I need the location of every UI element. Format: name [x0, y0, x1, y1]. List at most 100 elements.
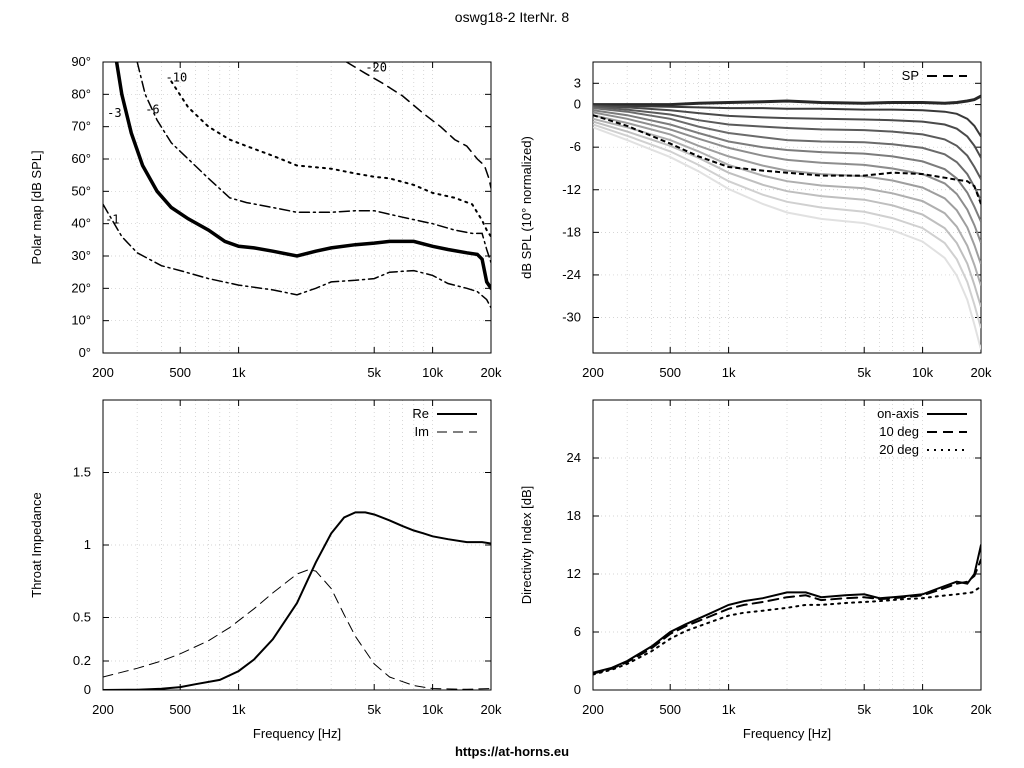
- spl-series-line: [593, 107, 981, 201]
- polar-ytick-label: 10°: [71, 313, 91, 328]
- impedance-xtick-label: 5k: [367, 702, 381, 717]
- di-ytick-label: 24: [567, 450, 581, 465]
- spl-frame: [592, 61, 982, 354]
- polar-series-line: [103, 203, 491, 309]
- spl-xtick-label: 1k: [722, 365, 736, 380]
- spl-xtick-label: 5k: [857, 365, 871, 380]
- di-plot-area: [593, 544, 981, 676]
- spl-xtick-label: 20k: [971, 365, 992, 380]
- impedance-series-line: [103, 569, 491, 690]
- di-ytick-label: 6: [574, 624, 581, 639]
- polar-contour-label: -1: [105, 213, 119, 227]
- spl-ytick-label: -18: [562, 224, 581, 239]
- polar-contour-label: -10: [166, 70, 188, 84]
- impedance-legend-label: Im: [415, 424, 429, 439]
- impedance-grid: [103, 400, 491, 691]
- spl-series-line: [593, 94, 981, 107]
- spl-series-line: [593, 111, 981, 244]
- di-xlabel: Frequency [Hz]: [743, 726, 831, 741]
- spl-ytick-label: -24: [562, 267, 581, 282]
- impedance-legend: Re Im: [412, 406, 477, 439]
- di-xtick-label: 5k: [857, 702, 871, 717]
- di-ytick-label: 0: [574, 682, 581, 697]
- impedance-series-line: [103, 511, 491, 690]
- spl-axes: 200 500 1k 5k 10k 20k 3 0 -6 -12 -18 -24 -30 dB SPL (…: [519, 61, 992, 380]
- spl-series-line: [593, 120, 981, 308]
- impedance-xlabel: Frequency [Hz]: [253, 726, 341, 741]
- impedance-ylabel: Throat Impedance: [29, 492, 44, 598]
- di-legend-label: 20 deg: [879, 442, 919, 457]
- polar-xtick-label: 1k: [232, 365, 246, 380]
- spl-xtick-label: 200: [582, 365, 604, 380]
- polar-contour-label: -3: [107, 106, 121, 120]
- impedance-plot-area: [103, 511, 491, 690]
- polar-axes: 200 500 1k 5k 10k 20k 0° 10° 20° 30° 40° 50° 60° 70° 8…: [29, 54, 502, 380]
- di-legend: on-axis 10 deg 20 deg: [877, 406, 967, 457]
- polar-xtick-label: 20k: [481, 365, 502, 380]
- polar-ytick-label: 70°: [71, 119, 91, 134]
- di-ytick-label: 12: [567, 566, 581, 581]
- polar-ytick-label: 30°: [71, 248, 91, 263]
- polar-ytick-label: 80°: [71, 86, 91, 101]
- impedance-legend-label: Re: [412, 406, 429, 421]
- impedance-ytick-label: 1: [84, 537, 91, 552]
- spl-series-line: [593, 109, 981, 223]
- spl-sp-line: [593, 114, 981, 205]
- spl-legend-label: SP: [902, 68, 919, 83]
- polar-grid: [103, 61, 491, 354]
- polar-xtick-label: 500: [169, 365, 191, 380]
- spl-series-line: [593, 117, 981, 286]
- polar-ytick-label: 90°: [71, 54, 91, 69]
- di-series-line: [593, 585, 981, 676]
- polar-contour-label: -20: [365, 61, 387, 75]
- spl-plot-area: [593, 94, 981, 350]
- polar-ytick-label: 60°: [71, 151, 91, 166]
- polar-contour-label: -6: [145, 103, 159, 117]
- polar-plot-area: -1 -3 -6 -10 -20: [103, 61, 491, 309]
- spl-xtick-label: 10k: [912, 365, 933, 380]
- spl-legend: SP: [902, 68, 967, 83]
- figure-title: oswg18-2 IterNr. 8: [454, 9, 570, 25]
- spl-ytick-label: 3: [574, 75, 581, 90]
- impedance-axes: 200 500 1k 5k 10k 20k 0 0.2 0.5 1 1.5 Throat Impeda…: [29, 399, 502, 741]
- impedance-xtick-label: 500: [169, 702, 191, 717]
- di-xtick-label: 1k: [722, 702, 736, 717]
- di-legend-label: on-axis: [877, 406, 919, 421]
- spl-ytick-label: -6: [569, 139, 581, 154]
- polar-series-line: [114, 62, 491, 291]
- spl-series-line: [593, 126, 981, 350]
- di-series-line: [593, 544, 981, 674]
- di-xtick-label: 500: [659, 702, 681, 717]
- di-grid: [593, 400, 981, 691]
- spl-series-line: [593, 104, 981, 138]
- footer-url[interactable]: https://at-horns.eu: [454, 744, 570, 759]
- spl-ytick-label: -12: [562, 182, 581, 197]
- polar-xtick-label: 10k: [422, 365, 443, 380]
- di-series-line: [593, 558, 981, 675]
- di-xtick-label: 10k: [912, 702, 933, 717]
- impedance-ytick-label: 1.5: [73, 465, 91, 480]
- polar-series-line: [170, 80, 491, 238]
- polar-series-line: [345, 62, 491, 189]
- polar-series-line: [136, 62, 491, 264]
- polar-xtick-label: 5k: [367, 365, 381, 380]
- polar-ytick-label: 40°: [71, 216, 91, 231]
- spl-ytick-label: -30: [562, 310, 581, 325]
- di-xtick-label: 200: [582, 702, 604, 717]
- impedance-xtick-label: 1k: [232, 702, 246, 717]
- di-xtick-label: 20k: [971, 702, 992, 717]
- spl-series-line: [593, 105, 981, 159]
- polar-ytick-label: 50°: [71, 183, 91, 198]
- spl-xtick-label: 500: [659, 365, 681, 380]
- di-legend-label: 10 deg: [879, 424, 919, 439]
- di-ylabel: Directivity Index [dB]: [519, 486, 534, 605]
- impedance-xtick-label: 10k: [422, 702, 443, 717]
- impedance-ytick-label: 0.2: [73, 653, 91, 668]
- polar-ylabel: Polar map [dB SPL]: [29, 150, 44, 264]
- spl-ytick-label: 0: [574, 97, 581, 112]
- impedance-xtick-label: 20k: [481, 702, 502, 717]
- polar-xtick-label: 200: [92, 365, 114, 380]
- di-ytick-label: 18: [567, 508, 581, 523]
- polar-ytick-label: 0°: [79, 345, 91, 360]
